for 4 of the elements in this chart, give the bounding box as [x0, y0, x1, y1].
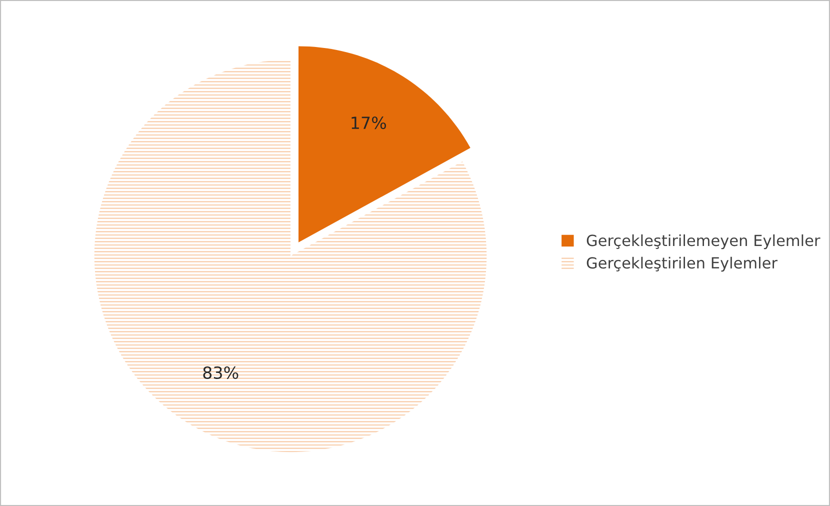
data-label: 83% [203, 366, 238, 379]
legend-label: Gerçekleştirilemeyen Eylemler [586, 234, 820, 250]
slice-label: Gerçekleştirilen Eylemler [586, 256, 778, 272]
data-label: 17% [352, 116, 386, 130]
